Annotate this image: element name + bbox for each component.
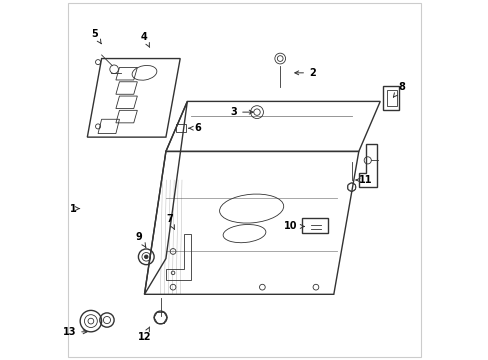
- Text: 8: 8: [392, 82, 404, 97]
- Text: 10: 10: [284, 221, 304, 231]
- Text: 7: 7: [166, 214, 174, 230]
- Text: 2: 2: [294, 68, 315, 78]
- Text: 5: 5: [91, 28, 101, 44]
- Text: 4: 4: [141, 32, 149, 48]
- Text: 6: 6: [188, 123, 201, 133]
- Text: 9: 9: [136, 232, 145, 247]
- Text: 11: 11: [355, 175, 372, 185]
- Text: 13: 13: [62, 327, 87, 337]
- Text: 1: 1: [69, 203, 79, 213]
- Text: 3: 3: [230, 107, 253, 117]
- Circle shape: [144, 255, 148, 258]
- Text: 12: 12: [138, 327, 151, 342]
